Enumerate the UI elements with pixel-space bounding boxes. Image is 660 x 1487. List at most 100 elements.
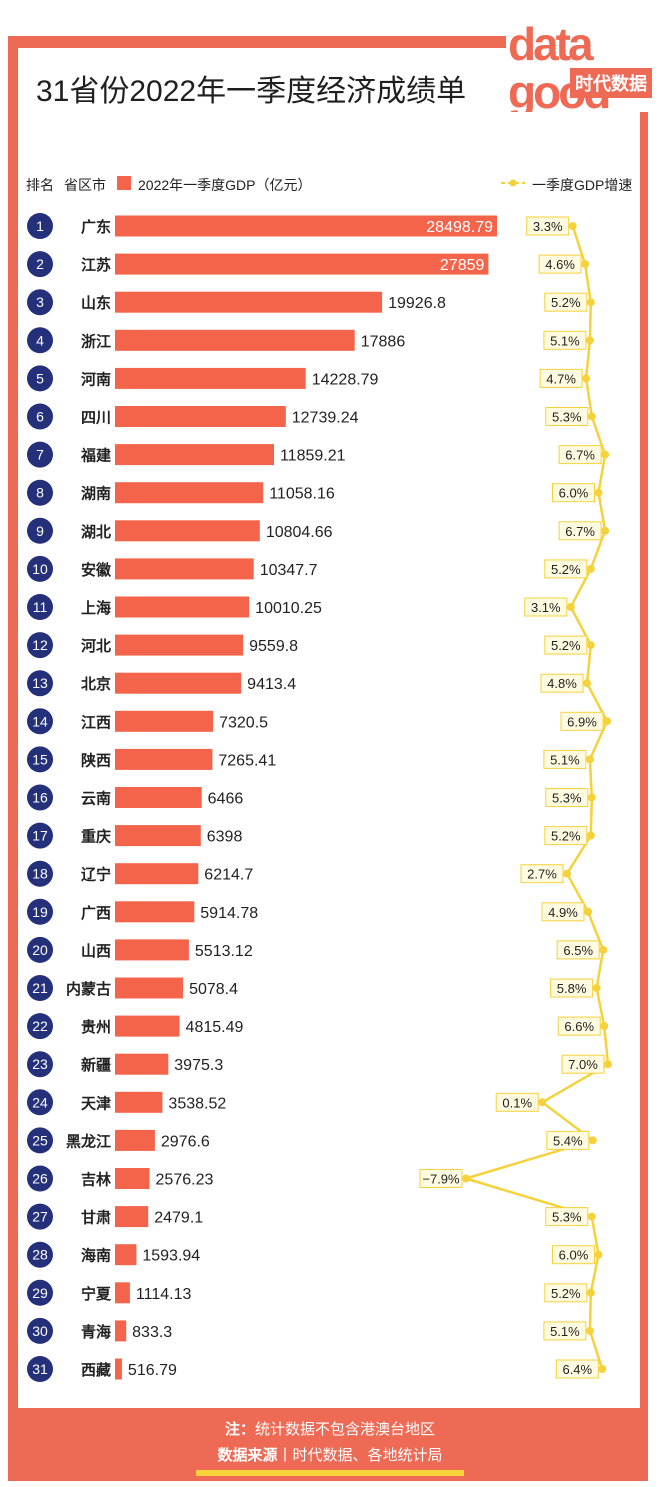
growth-label-box	[558, 445, 602, 465]
rank-number: 19	[32, 904, 48, 920]
growth-point	[594, 488, 603, 497]
rank-badge	[27, 1317, 53, 1344]
province-label: 海南	[81, 1247, 111, 1265]
growth-point	[594, 1250, 603, 1259]
gdp-value-label: 2976.6	[161, 1133, 210, 1150]
rank-badge	[27, 213, 53, 239]
rank-badge	[27, 555, 53, 582]
province-label: 贵州	[81, 1018, 111, 1036]
growth-label-box	[544, 292, 588, 312]
rank-number: 8	[36, 485, 44, 501]
gdp-bar	[115, 444, 274, 466]
rank-number: 17	[32, 828, 48, 844]
growth-point	[587, 793, 596, 802]
growth-label-box	[556, 940, 600, 960]
gdp-value-label: 833.3	[132, 1324, 172, 1341]
province-label: 云南	[81, 790, 111, 808]
growth-value-label: 4.7%	[546, 371, 576, 386]
growth-legend-line-icon	[501, 179, 525, 187]
gdp-bar	[115, 482, 264, 504]
gdp-bar	[115, 596, 250, 618]
growth-point	[566, 603, 575, 611]
gdp-value-label: 2576.23	[156, 1172, 214, 1189]
growth-label-box	[544, 635, 588, 655]
growth-point	[585, 755, 594, 764]
province-label: 河北	[81, 637, 111, 655]
growth-label-box	[555, 1359, 599, 1379]
growth-label-box	[543, 749, 587, 769]
growth-point	[563, 869, 571, 878]
gdp-bar	[115, 901, 195, 923]
growth-label-box	[541, 902, 585, 922]
growth-point	[586, 564, 595, 573]
rank-number: 12	[32, 637, 48, 653]
growth-label-box	[545, 407, 589, 426]
gdp-bar	[115, 1091, 163, 1113]
gdp-header: 2022年一季度GDP（亿元）	[138, 177, 312, 193]
gdp-legend-swatch	[117, 176, 131, 190]
rank-number: 21	[32, 980, 48, 996]
growth-point	[599, 945, 608, 954]
gdp-value-label: 3975.3	[174, 1057, 223, 1074]
gdp-value-label: 10804.66	[266, 524, 333, 541]
note-text: 统计数据不包含港澳台地区	[255, 1421, 436, 1438]
growth-label-box	[546, 1130, 590, 1150]
rank-badge	[27, 1203, 53, 1230]
source-text: 时代数据、各地统计局	[292, 1447, 443, 1464]
growth-label-box	[544, 1283, 588, 1303]
gdp-value-label: 12739.24	[292, 410, 359, 427]
province-label: 山东	[81, 294, 111, 312]
growth-point	[588, 1136, 597, 1145]
growth-point	[601, 450, 610, 459]
growth-label-box	[550, 978, 594, 998]
growth-point	[583, 679, 591, 688]
growth-label-box	[552, 483, 595, 503]
rank-number: 4	[36, 332, 44, 348]
rank-number: 10	[32, 561, 48, 577]
rank-badge	[27, 936, 53, 963]
growth-label-box	[539, 368, 583, 388]
growth-value-label: 7.0%	[568, 1057, 598, 1072]
rank-number: 14	[32, 713, 48, 729]
growth-label-box	[419, 1169, 463, 1188]
rank-badge	[27, 1279, 53, 1306]
gdp-bar	[115, 406, 286, 427]
rank-badge	[27, 708, 53, 735]
growth-value-label: 5.1%	[550, 1324, 580, 1339]
growth-value-label: 4.8%	[547, 676, 577, 691]
growth-point	[586, 298, 595, 307]
growth-value-label: 5.3%	[552, 791, 582, 806]
rank-number: 20	[32, 942, 48, 958]
province-label: 河南	[81, 370, 111, 388]
growth-point	[600, 1022, 609, 1031]
gdp-bar	[115, 634, 244, 656]
gdp-bar	[115, 558, 254, 580]
growth-value-label: 5.1%	[550, 752, 580, 767]
rank-number: 3	[36, 294, 44, 310]
gdp-value-label: 9559.8	[249, 638, 298, 655]
growth-value-label: 6.0%	[559, 1248, 589, 1263]
province-label: 青海	[81, 1323, 111, 1341]
growth-label-box	[543, 1321, 587, 1341]
growth-value-label: 5.3%	[552, 410, 582, 425]
gdp-value-label: 2479.1	[154, 1210, 203, 1227]
province-label: 重庆	[81, 828, 111, 846]
footer-note: 注：统计数据不包含港澳台地区	[0, 1418, 660, 1439]
growth-label-box	[545, 1207, 589, 1227]
gdp-bar	[115, 1282, 130, 1304]
growth-value-label: 6.9%	[567, 714, 597, 729]
rank-number: 2	[36, 256, 44, 272]
growth-value-label: 4.9%	[548, 905, 578, 920]
gdp-bar	[115, 977, 184, 999]
gdp-value-label: 17886	[361, 333, 406, 350]
rank-number: 15	[32, 751, 48, 767]
rank-badge	[27, 517, 53, 544]
rank-number: 25	[32, 1132, 48, 1148]
rank-badge	[27, 1051, 53, 1078]
growth-value-label: 6.6%	[564, 1019, 594, 1034]
growth-point	[604, 1060, 612, 1069]
rank-badge	[27, 289, 53, 316]
growth-label-box	[544, 826, 588, 846]
growth-label-box	[543, 330, 587, 350]
province-label: 上海	[81, 599, 111, 617]
